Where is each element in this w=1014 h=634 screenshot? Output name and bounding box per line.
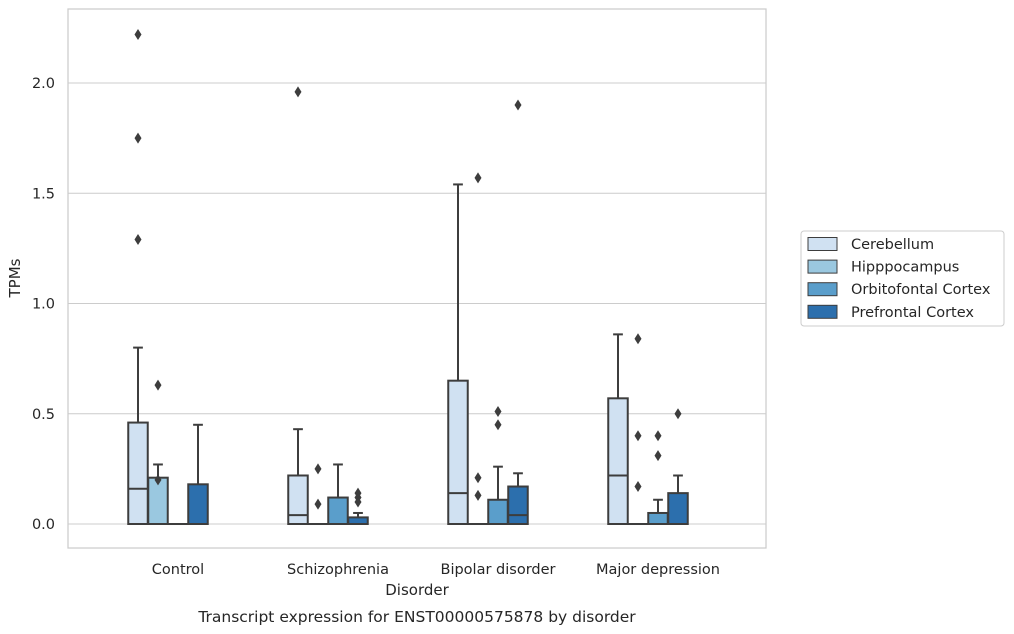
x-tick-label: Bipolar disorder — [441, 562, 556, 578]
gridlines — [68, 82, 766, 525]
legend-label: Cerebellum — [851, 237, 934, 253]
box-body — [447, 379, 469, 525]
legend-swatch — [807, 282, 838, 297]
y-tick-label: 0.0 — [32, 517, 55, 533]
legend-swatch — [807, 259, 838, 274]
outlier-point — [654, 430, 662, 442]
box-body — [667, 492, 689, 526]
box-3-1 — [347, 487, 369, 526]
y-tick-label: 1.0 — [32, 297, 55, 313]
x-tick-label: Schizophrenia — [287, 562, 389, 578]
box-body — [507, 485, 529, 526]
box-body — [607, 397, 629, 525]
legend-label: Hipppocampus — [851, 260, 959, 276]
outlier-point — [154, 474, 162, 486]
box-body — [647, 511, 669, 525]
x-tick-label: Control — [152, 562, 204, 578]
outlier-point — [354, 487, 362, 499]
box-body — [487, 498, 509, 525]
legend-label: Prefrontal Cortex — [851, 305, 974, 321]
legend: Cerebellum Hipppocampus Orbitofontal Corte… — [800, 230, 1005, 327]
y-axis-ticks: 0.0 0.5 1.0 1.5 2.0 — [32, 76, 55, 533]
legend-label: Orbitofontal Cortex — [851, 282, 991, 298]
y-tick-label: 2.0 — [32, 76, 55, 92]
outlier-point — [634, 481, 642, 493]
outlier-point — [154, 379, 162, 391]
outlier-point — [634, 333, 642, 345]
box-0-2 — [447, 183, 469, 525]
y-tick-label: 1.5 — [32, 186, 55, 202]
outlier-point — [134, 132, 142, 144]
legend-frame — [800, 230, 1005, 327]
outlier-point — [494, 406, 502, 418]
outlier-point — [634, 430, 642, 442]
outlier-point — [654, 450, 662, 462]
outlier-point — [674, 408, 682, 420]
legend-swatch — [807, 237, 838, 251]
outlier-point — [314, 498, 322, 510]
box-1-0 — [147, 379, 169, 526]
box-2-3 — [647, 430, 669, 525]
box-0-3 — [607, 333, 629, 525]
outlier-point — [494, 419, 502, 431]
outlier-point — [474, 472, 482, 484]
box-1-3 — [627, 333, 649, 526]
box-1-1 — [307, 463, 329, 526]
outlier-point — [314, 463, 322, 475]
chart-caption: Transcript expression for ENST0000057587… — [197, 608, 636, 626]
box-0-1 — [287, 86, 309, 525]
box-body — [327, 496, 349, 526]
x-axis-label: Disorder — [385, 581, 449, 599]
outlier-point — [294, 86, 302, 98]
outlier-point — [514, 99, 522, 111]
box-plot-boxes — [127, 28, 689, 526]
box-0-0 — [127, 28, 149, 526]
box-body — [127, 421, 149, 526]
outlier-point — [134, 28, 142, 40]
outlier-point — [474, 172, 482, 184]
box-3-2 — [507, 99, 529, 526]
box-2-1 — [327, 463, 349, 526]
outlier-point — [474, 489, 482, 501]
x-tick-label: Major depression — [596, 562, 720, 578]
box-body — [187, 483, 209, 525]
plot-area-frame — [67, 8, 767, 549]
outlier-point — [134, 234, 142, 246]
x-axis-ticks: Control Schizophrenia Bipolar disorder Majo… — [152, 562, 720, 578]
legend-swatch — [807, 304, 838, 319]
box-1-2 — [467, 172, 489, 526]
y-axis-label: TPMs — [6, 258, 24, 298]
box-3-0 — [187, 423, 209, 525]
box-2-2 — [487, 406, 509, 525]
box-3-3 — [667, 408, 689, 526]
box-body — [287, 474, 309, 525]
y-tick-label: 0.5 — [32, 407, 55, 423]
